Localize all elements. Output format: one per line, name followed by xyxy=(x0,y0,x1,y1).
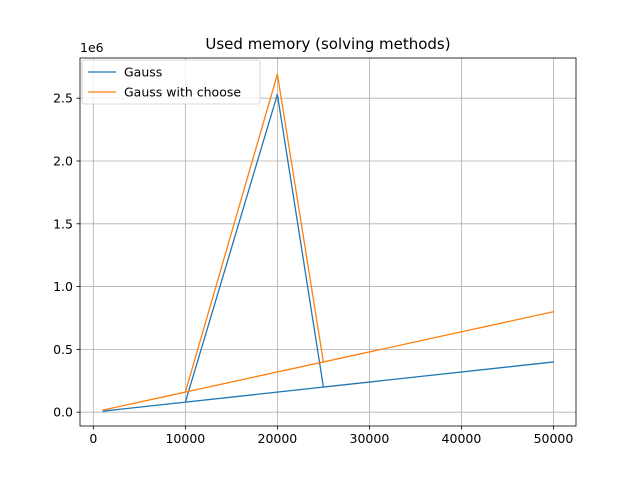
x-tick-label: 10000 xyxy=(165,431,205,446)
legend-label: Gauss with choose xyxy=(124,85,241,100)
x-tick-label: 50000 xyxy=(534,431,574,446)
legend-label: Gauss xyxy=(124,65,162,80)
x-tick-label: 40000 xyxy=(442,431,482,446)
y-axis-offset-label: 1e6 xyxy=(80,40,104,55)
chart-title: Used memory (solving methods) xyxy=(205,35,450,53)
y-tick-label: 0.0 xyxy=(53,405,73,420)
legend-box xyxy=(81,59,261,105)
legend: Gauss Gauss with choose xyxy=(81,59,261,105)
series-line-2 xyxy=(102,73,555,411)
y-tick-label: 1.5 xyxy=(53,216,73,231)
series-layer xyxy=(102,73,555,412)
series-line-1 xyxy=(102,93,555,412)
y-tick-label: 0.5 xyxy=(53,342,73,357)
x-tick-label: 20000 xyxy=(258,431,298,446)
plot-area-frame xyxy=(79,57,577,427)
x-tick-label: 0 xyxy=(89,431,97,446)
y-axis: 0.0 0.5 1.0 1.5 2.0 2.5 xyxy=(53,91,80,420)
y-tick-label: 1.0 xyxy=(53,279,73,294)
x-axis: 0 10000 20000 30000 40000 50000 xyxy=(89,426,573,446)
y-tick-label: 2.0 xyxy=(53,153,73,168)
y-tick-label: 2.5 xyxy=(53,91,73,106)
x-tick-label: 30000 xyxy=(350,431,390,446)
grid-lines xyxy=(80,58,576,426)
